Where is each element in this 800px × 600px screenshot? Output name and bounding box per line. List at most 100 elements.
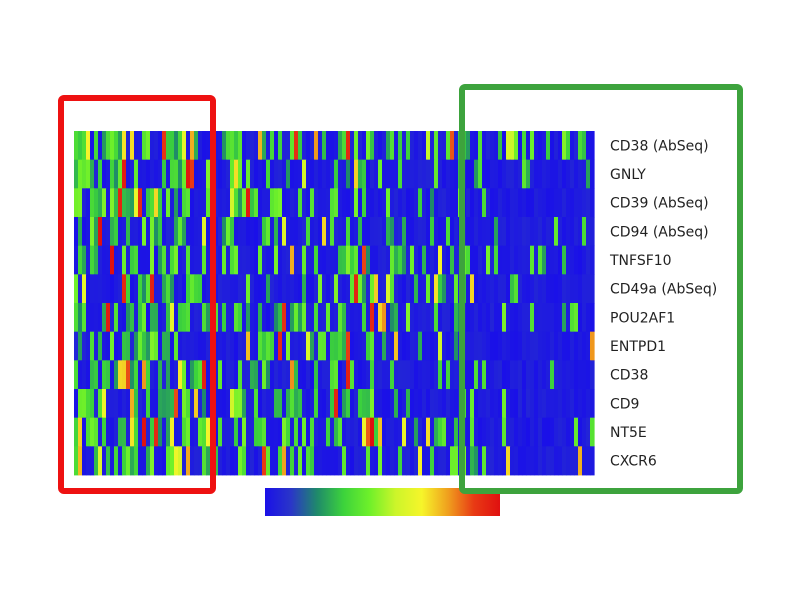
heatmap-cell	[226, 245, 231, 275]
heatmap-cell	[170, 217, 175, 247]
heatmap-cell	[546, 303, 551, 333]
heatmap-cell	[358, 159, 363, 189]
heatmap-cell	[174, 217, 179, 247]
heatmap-cell	[514, 417, 519, 447]
heatmap-cell	[566, 417, 571, 447]
heatmap-cell	[294, 446, 299, 476]
heatmap-cell	[266, 417, 271, 447]
heatmap-cell	[78, 446, 83, 476]
heatmap-cell	[454, 303, 459, 333]
heatmap-cell	[226, 389, 231, 419]
heatmap-cell	[110, 159, 115, 189]
heatmap-cell	[302, 389, 307, 419]
heatmap-cell	[82, 389, 87, 419]
heatmap-cell	[230, 245, 235, 275]
heatmap-cell	[174, 389, 179, 419]
heatmap-cell	[198, 331, 203, 361]
heatmap-cell	[490, 389, 495, 419]
heatmap-cell	[466, 188, 471, 218]
heatmap-cell	[250, 446, 255, 476]
heatmap-cell	[414, 331, 419, 361]
heatmap-cell	[390, 446, 395, 476]
heatmap-cell	[378, 417, 383, 447]
heatmap-cell	[502, 331, 507, 361]
heatmap-cell	[346, 159, 351, 189]
heatmap-cell	[142, 303, 147, 333]
heatmap-cell	[338, 389, 343, 419]
heatmap-cell	[262, 417, 267, 447]
heatmap-cell	[322, 331, 327, 361]
heatmap-cell	[334, 188, 339, 218]
heatmap-cell	[374, 360, 379, 390]
heatmap-cell	[270, 188, 275, 218]
heatmap-cell	[166, 274, 171, 304]
heatmap-cell	[222, 389, 227, 419]
heatmap-cell	[406, 446, 411, 476]
heatmap-cell	[490, 360, 495, 390]
heatmap-cell	[82, 131, 87, 161]
heatmap-cell	[74, 417, 79, 447]
heatmap-cell	[586, 217, 591, 247]
heatmap-cell	[530, 303, 535, 333]
heatmap-cell	[522, 446, 527, 476]
heatmap-cell	[590, 360, 595, 390]
heatmap-cell	[354, 159, 359, 189]
heatmap-cell	[430, 446, 435, 476]
heatmap-cell	[526, 303, 531, 333]
heatmap-cell	[450, 274, 455, 304]
heatmap-cell	[90, 159, 95, 189]
heatmap-cell	[330, 417, 335, 447]
heatmap-cell	[266, 303, 271, 333]
heatmap-cell	[306, 360, 311, 390]
heatmap-cell	[218, 188, 223, 218]
heatmap-cell	[318, 303, 323, 333]
heatmap-cell	[118, 331, 123, 361]
heatmap-cell	[590, 245, 595, 275]
heatmap-cell	[402, 245, 407, 275]
row-label: CXCR6	[610, 454, 657, 470]
heatmap-cell	[170, 360, 175, 390]
heatmap-cell	[578, 360, 583, 390]
heatmap-cell	[290, 389, 295, 419]
heatmap-cell	[206, 217, 211, 247]
heatmap-cell	[166, 245, 171, 275]
heatmap-cell	[570, 188, 575, 218]
heatmap-cell	[542, 245, 547, 275]
heatmap-cell	[438, 303, 443, 333]
heatmap-cell	[490, 217, 495, 247]
heatmap-cell	[278, 389, 283, 419]
heatmap-cell	[570, 446, 575, 476]
heatmap-cell	[238, 131, 243, 161]
heatmap-cell	[474, 360, 479, 390]
heatmap-cell	[406, 360, 411, 390]
heatmap-cell	[574, 360, 579, 390]
heatmap-cell	[350, 389, 355, 419]
heatmap-cell	[490, 446, 495, 476]
heatmap-cell	[206, 131, 211, 161]
heatmap-cell	[554, 389, 559, 419]
heatmap-cell	[414, 217, 419, 247]
heatmap-cell	[154, 188, 159, 218]
heatmap-cell	[394, 389, 399, 419]
heatmap-cell	[294, 360, 299, 390]
heatmap-cell	[310, 389, 315, 419]
heatmap-cell	[94, 159, 99, 189]
heatmap-cell	[222, 217, 227, 247]
heatmap-cell	[354, 303, 359, 333]
heatmap-cell	[194, 389, 199, 419]
heatmap-cell	[446, 159, 451, 189]
heatmap-cell	[482, 446, 487, 476]
heatmap-cell	[578, 274, 583, 304]
heatmap-cell	[482, 131, 487, 161]
heatmap-cell	[130, 417, 135, 447]
heatmap-cell	[162, 360, 167, 390]
heatmap-cell	[358, 245, 363, 275]
heatmap-cell	[206, 417, 211, 447]
heatmap-cell	[314, 389, 319, 419]
heatmap-cell	[326, 446, 331, 476]
heatmap-cell	[214, 303, 219, 333]
heatmap-cell	[86, 188, 91, 218]
heatmap-cell	[222, 417, 227, 447]
heatmap-cell	[318, 131, 323, 161]
heatmap-cell	[326, 131, 331, 161]
